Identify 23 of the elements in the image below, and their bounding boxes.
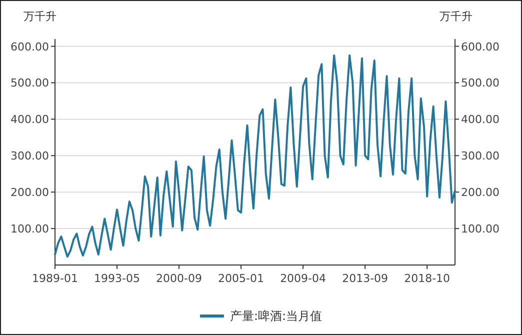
y2-tick-label: 500.00 [461, 76, 500, 90]
y-tick-label: 600.00 [10, 40, 49, 54]
y-axis-title: 万千升 [24, 10, 56, 23]
y2-axis-title: 万千升 [440, 10, 472, 23]
y-tick-label: 100.00 [10, 222, 49, 236]
x-tick-label: 2005-01 [218, 272, 264, 285]
y-tick-label: 500.00 [10, 76, 49, 90]
y2-tick-label: 400.00 [461, 113, 500, 126]
y2-tick-label: 300.00 [461, 150, 500, 163]
legend-label: 产量:啤酒:当月值 [230, 309, 322, 323]
x-tick-label: 1989-01 [32, 272, 78, 285]
y2-tick-label: 600.00 [461, 40, 500, 54]
x-tick-label: 2009-04 [280, 272, 326, 285]
x-tick-label: 2000-09 [156, 272, 202, 285]
line-series [54, 54, 456, 258]
y2-tick-label: 200.00 [461, 186, 500, 200]
y-tick-label: 400.00 [10, 113, 49, 126]
x-tick-label: 1993-05 [94, 272, 140, 285]
y2-tick-label: 100.00 [461, 222, 500, 236]
y-tick-label: 300.00 [10, 150, 49, 163]
y-tick-label: 200.00 [10, 186, 49, 200]
x-tick-label: 2013-09 [342, 272, 388, 285]
x-tick-label: 2018-10 [404, 272, 450, 285]
